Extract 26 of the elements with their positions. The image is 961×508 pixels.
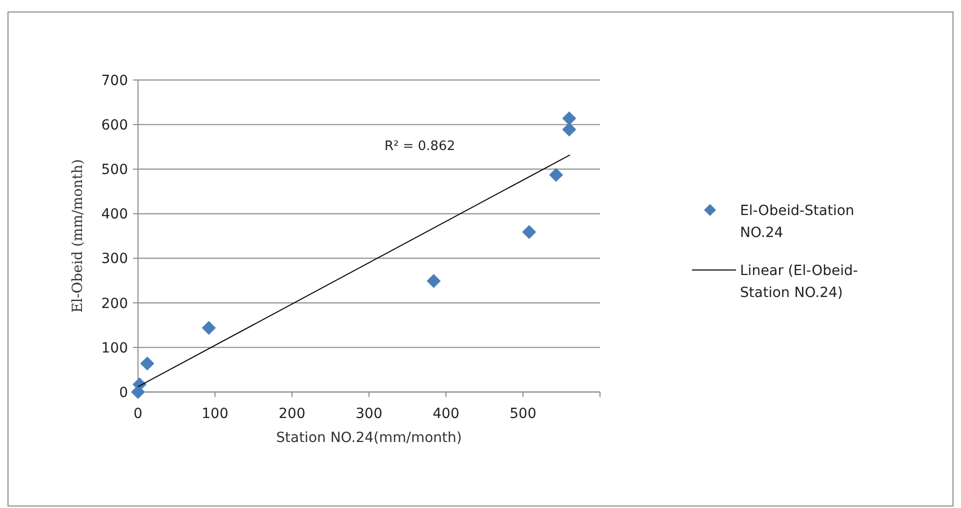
x-tick-label: 200 [278, 406, 306, 422]
y-tick-label: 0 [119, 384, 128, 401]
x-tick-label: 500 [510, 406, 536, 422]
y-tick-label: 700 [101, 72, 128, 89]
x-tick-label: 100 [202, 406, 228, 422]
y-tick-label: 600 [101, 117, 128, 134]
y-tick-label: 200 [101, 296, 128, 312]
x-tick-label: 300 [356, 406, 382, 422]
x-axis-title: Station NO.24(mm/month) [276, 430, 462, 446]
x-tick-label: 400 [432, 406, 460, 422]
point [522, 224, 536, 239]
point [202, 320, 216, 335]
annotation: R² = 0.862 [384, 139, 456, 154]
x-tick-label: 0 [134, 406, 142, 422]
y-tick-label: 100 [101, 340, 128, 356]
legend-label: El-Obeid-Station NO.24 [740, 202, 854, 241]
legend-label: Linear (El-Obeid-Station NO.24) [740, 262, 858, 301]
point [140, 356, 154, 370]
y-tick-label: 300 [101, 251, 128, 268]
y-tick-label: 500 [101, 162, 128, 178]
point [562, 122, 576, 136]
y-axis-title: El-Obeid (mm/month) [70, 159, 86, 313]
y-tick-label: 400 [101, 206, 128, 223]
point [426, 274, 441, 288]
point [549, 168, 564, 182]
point [562, 111, 576, 126]
